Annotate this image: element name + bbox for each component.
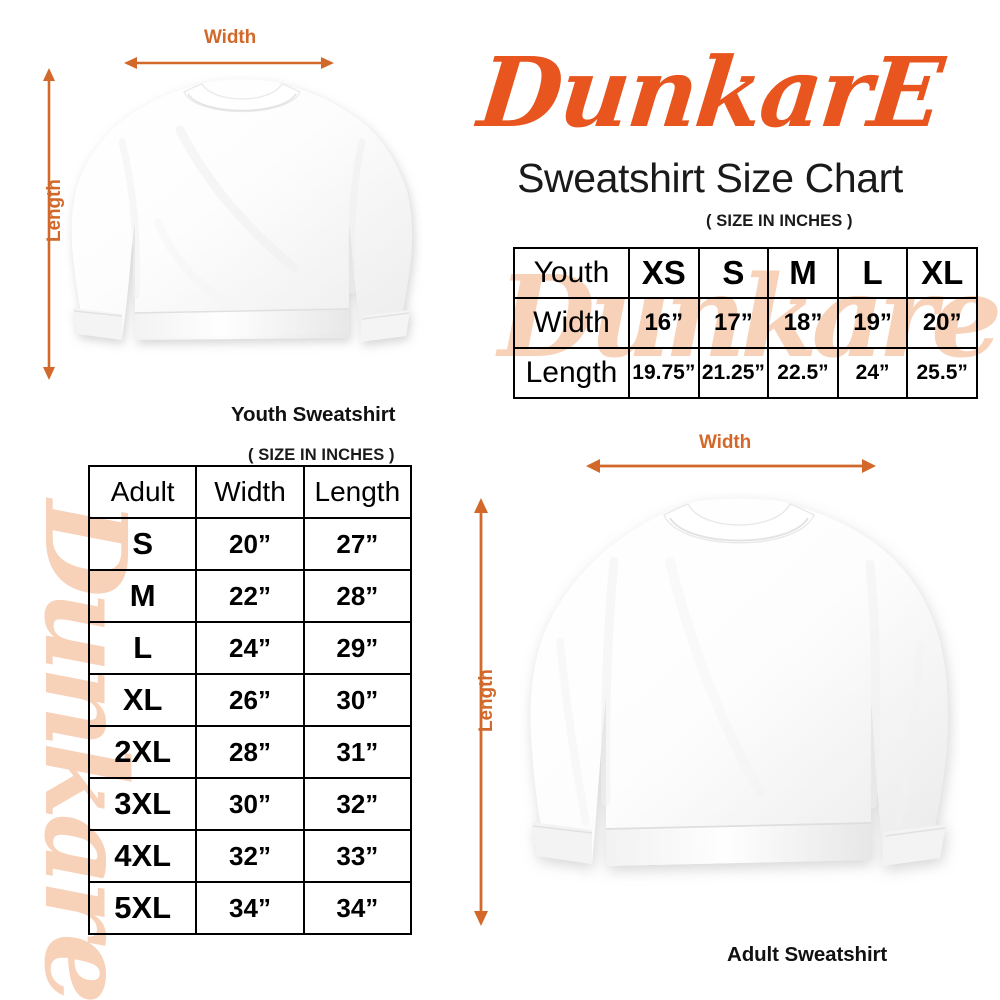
- youth-length-label: Length: [44, 179, 65, 242]
- youth-size-xs: XS: [628, 247, 700, 299]
- table-row: Width 16” 17” 18” 19” 20”: [513, 297, 978, 349]
- table-header-row: Adult Width Length: [87, 465, 413, 519]
- youth-width-xl: 20”: [906, 297, 978, 349]
- youth-width-m: 18”: [767, 297, 839, 349]
- adult-size-3xl: 3XL: [87, 777, 198, 831]
- youth-width-xs: 16”: [628, 297, 700, 349]
- adult-size-note: ( SIZE IN INCHES ): [248, 446, 395, 464]
- table-row: XL 26” 30”: [87, 673, 413, 727]
- youth-length-xl: 25.5”: [906, 347, 978, 399]
- brand-logo: DunkarE: [432, 30, 988, 155]
- brand-logo-text: DunkarE: [473, 36, 947, 149]
- youth-size-xl: XL: [906, 247, 978, 299]
- youth-length-arrow: [38, 68, 60, 380]
- adult-length-xl: 30”: [302, 673, 413, 727]
- adult-width-s: 20”: [195, 517, 305, 571]
- youth-width-label: Width: [204, 27, 257, 48]
- adult-size-4xl: 4XL: [87, 829, 198, 883]
- youth-size-table: Youth XS S M L XL Width 16” 17” 18” 19” …: [513, 247, 978, 399]
- youth-size-l: L: [836, 247, 909, 299]
- table-row: Youth XS S M L XL: [513, 247, 978, 299]
- adult-length-m: 28”: [302, 569, 413, 623]
- youth-sweatshirt-image: [62, 72, 422, 397]
- table-row: L 24” 29”: [87, 621, 413, 675]
- youth-size-m: M: [767, 247, 839, 299]
- youth-width-arrow: [124, 52, 334, 74]
- adult-col-header-length: Length: [302, 465, 413, 519]
- adult-width-2xl: 28”: [195, 725, 305, 779]
- youth-row-header-size: Youth: [513, 247, 630, 299]
- youth-caption: Youth Sweatshirt: [231, 403, 396, 426]
- table-row: 4XL 32” 33”: [87, 829, 413, 883]
- adult-col-header-size: Adult: [87, 465, 198, 519]
- adult-width-4xl: 32”: [195, 829, 305, 883]
- adult-size-m: M: [87, 569, 198, 623]
- adult-length-2xl: 31”: [302, 725, 413, 779]
- adult-width-xl: 26”: [195, 673, 305, 727]
- adult-size-l: L: [87, 621, 198, 675]
- adult-col-header-width: Width: [195, 465, 305, 519]
- table-row: 5XL 34” 34”: [87, 881, 413, 935]
- adult-size-table: Adult Width Length S 20” 27” M 22” 28” L 24” 29”…: [87, 465, 413, 935]
- adult-length-arrow: [470, 498, 492, 926]
- adult-length-label: Length: [476, 669, 497, 732]
- adult-size-5xl: 5XL: [87, 881, 198, 935]
- youth-length-l: 24”: [836, 347, 909, 399]
- adult-width-m: 22”: [195, 569, 305, 623]
- table-row: Length 19.75” 21.25” 22.5” 24” 25.5”: [513, 347, 978, 399]
- adult-caption: Adult Sweatshirt: [727, 943, 888, 966]
- adult-size-s: S: [87, 517, 198, 571]
- table-row: 3XL 30” 32”: [87, 777, 413, 831]
- adult-width-5xl: 34”: [195, 881, 305, 935]
- youth-size-s: S: [697, 247, 770, 299]
- adult-size-2xl: 2XL: [87, 725, 198, 779]
- youth-row-header-length: Length: [513, 347, 630, 399]
- youth-length-xs: 19.75”: [628, 347, 700, 399]
- table-row: M 22” 28”: [87, 569, 413, 623]
- adult-length-4xl: 33”: [302, 829, 413, 883]
- table-row: S 20” 27”: [87, 517, 413, 571]
- table-row: 2XL 28” 31”: [87, 725, 413, 779]
- adult-width-3xl: 30”: [195, 777, 305, 831]
- adult-length-s: 27”: [302, 517, 413, 571]
- page-title: Sweatshirt Size Chart: [517, 155, 903, 201]
- adult-length-5xl: 34”: [302, 881, 413, 935]
- youth-length-m: 22.5”: [767, 347, 839, 399]
- adult-sweatshirt-image: [520, 492, 960, 940]
- adult-width-label: Width: [699, 432, 752, 453]
- youth-width-s: 17”: [697, 297, 770, 349]
- adult-length-3xl: 32”: [302, 777, 413, 831]
- youth-length-s: 21.25”: [697, 347, 770, 399]
- adult-size-xl: XL: [87, 673, 198, 727]
- adult-width-l: 24”: [195, 621, 305, 675]
- youth-size-note: ( SIZE IN INCHES ): [706, 212, 853, 230]
- youth-row-header-width: Width: [513, 297, 630, 349]
- youth-width-l: 19”: [836, 297, 909, 349]
- adult-length-l: 29”: [302, 621, 413, 675]
- adult-width-arrow: [586, 455, 876, 477]
